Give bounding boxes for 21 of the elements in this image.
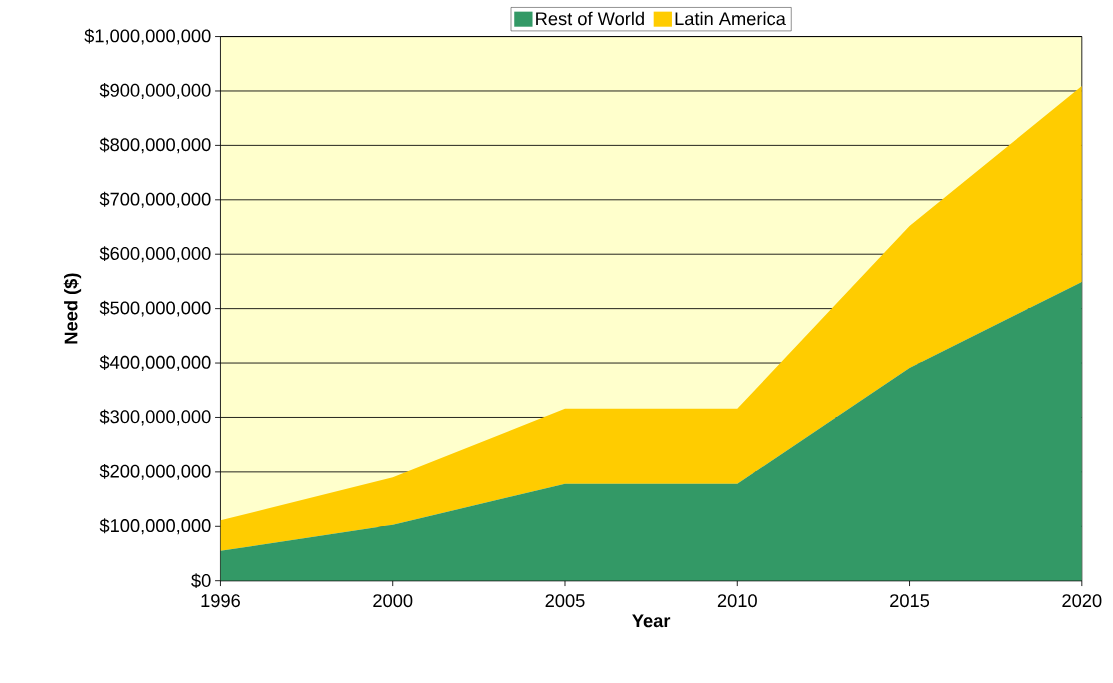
x-tick-label: 2020 (1062, 594, 1102, 608)
y-tick-label: $400,000,000 (99, 355, 211, 372)
y-tick-label: $100,000,000 (99, 518, 211, 535)
x-tick-label: 2005 (545, 594, 585, 608)
y-axis-title: Need ($) (63, 273, 82, 344)
x-tick-label: 2000 (373, 594, 413, 608)
legend-label: Rest of World (536, 11, 644, 26)
y-tick-label: $800,000,000 (99, 137, 211, 154)
y-tick-label: $200,000,000 (99, 464, 211, 480)
x-tick-label: 2015 (890, 594, 930, 608)
x-axis-title: Year (632, 614, 671, 628)
y-tick-label: $1,000,000,000 (84, 28, 211, 45)
legend-label: Latin America (675, 11, 786, 26)
x-tick-label: 1996 (201, 594, 240, 608)
y-tick-label: $700,000,000 (99, 191, 211, 208)
x-tick-label: 2010 (717, 594, 757, 608)
y-tick-label: $900,000,000 (99, 83, 211, 99)
y-tick-label: $0 (191, 573, 211, 589)
y-tick-label: $600,000,000 (99, 246, 211, 263)
y-tick-label: $500,000,000 (99, 300, 211, 317)
y-tick-label: $300,000,000 (99, 409, 211, 426)
